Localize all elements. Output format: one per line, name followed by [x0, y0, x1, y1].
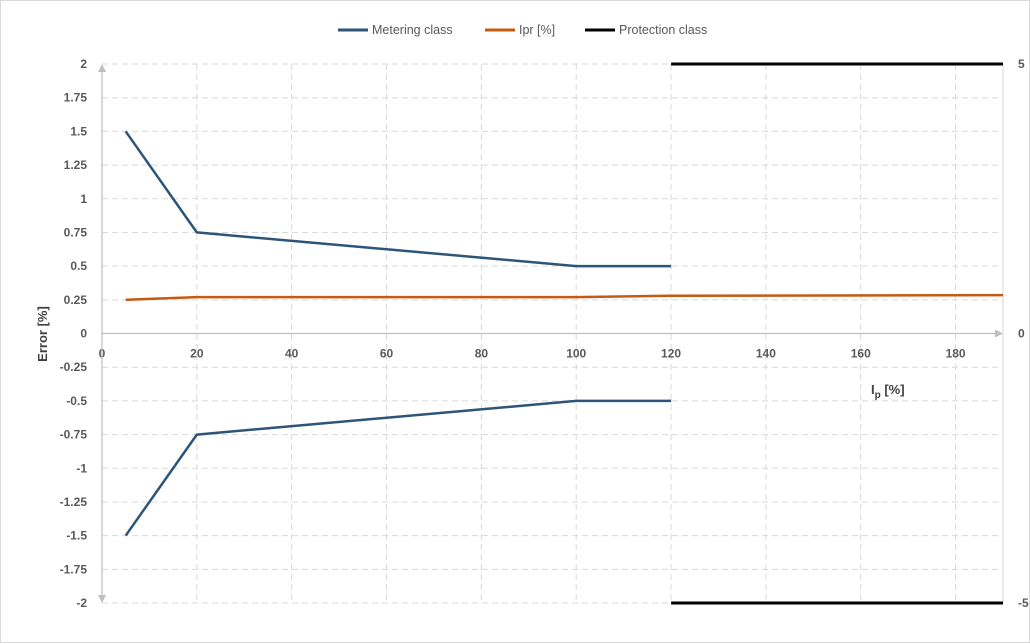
y-tick-label: 2 [80, 57, 87, 71]
x-axis-title-main: I [871, 382, 875, 397]
x-tick-label: 180 [946, 347, 966, 361]
y-tick-label: -1 [76, 461, 87, 475]
x-tick-label: 160 [851, 347, 871, 361]
y-tick-label: -1.25 [60, 495, 88, 509]
grid [102, 63, 1004, 604]
axes: 2 1.75 1.5 1.25 1 0.75 0.5 0.25 0 -0.25 -0.5 -0.75 -… [60, 57, 1029, 610]
y-tick-label: -1.75 [60, 562, 88, 576]
x-tick-label: 40 [285, 347, 299, 361]
y-tick-label: 0.5 [70, 259, 87, 273]
y2-tick-label: 5 [1018, 57, 1025, 71]
legend-label-0: Metering class [372, 23, 453, 37]
x-tick-label: 120 [661, 347, 681, 361]
series-line-1 [124, 399, 672, 537]
y-axis-arrow-up [98, 64, 106, 72]
y-axis-arrow-down [98, 595, 106, 603]
y2-tick-label: 0 [1018, 327, 1025, 341]
y-tick-label: 1 [80, 192, 87, 206]
x-axis-arrow [995, 329, 1003, 338]
x-axis-title-unit: [%] [881, 382, 905, 397]
y2-tick-label: -5 [1018, 596, 1029, 610]
y-tick-label: -2 [76, 596, 87, 610]
y-tick-label: 0.75 [64, 225, 88, 239]
legend-label-2: Protection class [619, 23, 707, 37]
y-axis-title: Error [%] [35, 306, 50, 362]
series-line-2 [125, 293, 1004, 302]
legend-label-1: Ipr [%] [519, 23, 555, 37]
x-tick-label: 140 [756, 347, 776, 361]
x-tick-label: 60 [380, 347, 394, 361]
y-tick-label: -0.25 [60, 360, 88, 374]
y-tick-label: 0.25 [64, 293, 88, 307]
y-tick-label: -0.5 [66, 394, 87, 408]
y-tick-label: -0.75 [60, 428, 88, 442]
x-tick-label: 20 [190, 347, 204, 361]
x-axis-title-sub: p [875, 390, 881, 401]
y-tick-label: 1.5 [70, 124, 87, 138]
y-tick-label: 0 [80, 327, 87, 341]
x-axis-title: Ip [%] [871, 382, 905, 401]
series-line-0 [124, 130, 672, 268]
x-tick-label: 100 [566, 347, 586, 361]
y-tick-label: 1.25 [64, 158, 88, 172]
legend: Metering class Ipr [%] Protection class [338, 23, 707, 37]
y-tick-label: -1.5 [66, 529, 87, 543]
x-tick-label: 80 [475, 347, 489, 361]
y-tick-label: 1.75 [64, 91, 88, 105]
series [124, 62, 1004, 605]
